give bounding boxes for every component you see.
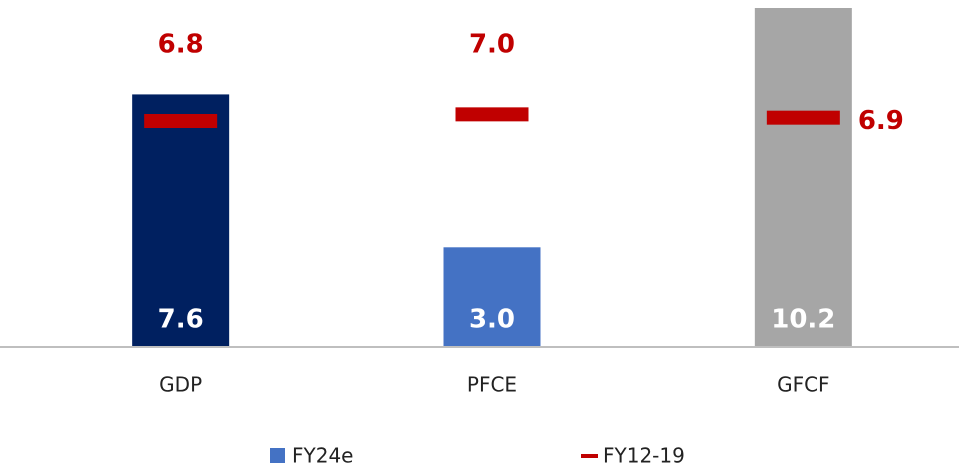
legend-swatch [270, 448, 285, 463]
marker-value-label: 7.0 [469, 30, 515, 60]
marker [766, 110, 840, 125]
marker-value-label: 6.8 [158, 30, 204, 60]
bar [132, 94, 230, 347]
legend-label: FY12-19 [603, 444, 685, 468]
x-tick-label: PFCE [467, 373, 517, 397]
marker [455, 107, 529, 122]
marker [144, 114, 218, 128]
bar-value-label: 7.6 [158, 305, 204, 335]
x-tick-label: GFCF [777, 373, 829, 397]
x-tick-label: GDP [159, 373, 202, 397]
bar [443, 247, 541, 347]
bar-value-label: 3.0 [469, 305, 515, 335]
legend-label: FY24e [292, 444, 353, 468]
marker-value-label: 6.9 [858, 106, 904, 136]
legend-swatch [581, 454, 598, 458]
bar [754, 8, 852, 347]
bar-value-label: 10.2 [771, 305, 835, 335]
